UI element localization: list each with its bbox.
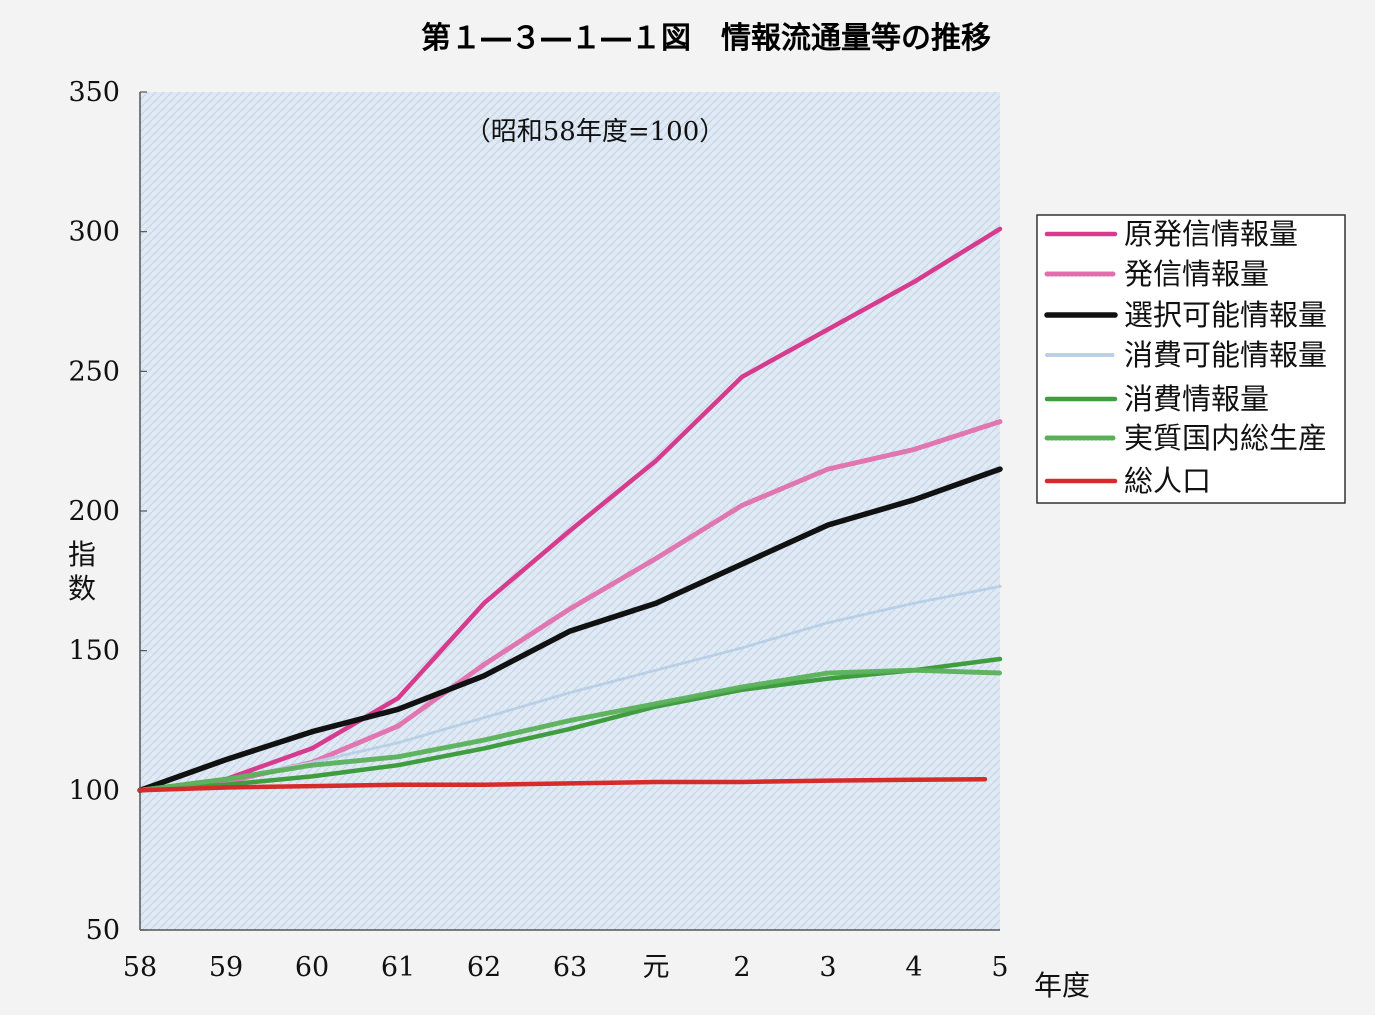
base-year-note: （昭和58年度=100）: [465, 117, 726, 147]
y-axis-label-char-1: 指: [68, 538, 96, 571]
y-tick-label: 350: [68, 77, 120, 108]
series-line-3: [137, 466, 1003, 794]
x-tick-label: 2: [733, 952, 750, 983]
x-tick-label: 58: [123, 952, 157, 983]
series-line-5: [137, 656, 1003, 793]
series-line-1: [137, 226, 1003, 793]
legend-label-2: 発信情報量: [1124, 257, 1269, 291]
y-tick-labels: 350 300 250 200 150 100 50: [68, 77, 147, 946]
x-tick-labels: 58 59 60 61 62 63 元 2 3 4 5: [123, 952, 1009, 983]
x-tick-label: 元: [643, 952, 670, 983]
y-axis-label-char-2: 数: [68, 572, 96, 605]
x-tick-label: 60: [295, 952, 329, 983]
legend-label-3: 選択可能情報量: [1124, 298, 1327, 332]
x-tick-label: 62: [467, 952, 501, 983]
legend-label-4: 消費可能情報量: [1124, 338, 1327, 372]
legend-label-7: 総人口: [1124, 464, 1211, 498]
y-tick-label: 100: [68, 775, 120, 806]
series-lines: [137, 226, 1003, 794]
x-tick-label: 59: [209, 952, 243, 983]
series-line-7: [137, 776, 988, 793]
legend-label-5: 消費情報量: [1124, 382, 1269, 416]
y-tick-label: 50: [86, 915, 120, 946]
y-tick-label: 300: [68, 217, 120, 248]
x-tick-label: 3: [819, 952, 836, 983]
x-tick-label: 5: [991, 952, 1008, 983]
y-tick-label: 200: [68, 496, 120, 527]
x-axis-label: 年度: [1034, 969, 1090, 1002]
plot-area: [140, 92, 1000, 930]
x-tick-label: 63: [553, 952, 587, 983]
y-tick-label: 250: [68, 356, 120, 387]
x-tick-label: 61: [381, 952, 415, 983]
series-line-6: [137, 667, 1003, 793]
legend-label-1: 原発信情報量: [1124, 217, 1298, 251]
x-tick-label: 4: [905, 952, 922, 983]
legend-label-6: 実質国内総生産: [1124, 421, 1327, 455]
chart-title: 第１―３―１―１図 情報流通量等の推移: [421, 21, 991, 56]
y-tick-label: 150: [68, 636, 120, 667]
legend-box: [1036, 214, 1346, 504]
